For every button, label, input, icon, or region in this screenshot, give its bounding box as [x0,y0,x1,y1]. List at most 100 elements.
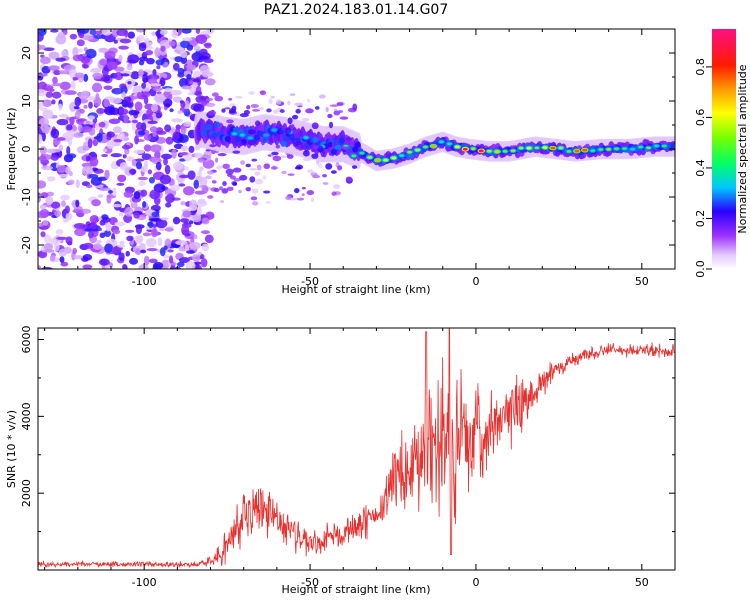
snr-xtick-label: 0 [472,576,479,589]
heatmap-speckle [150,227,158,238]
heatmap-speckle [138,181,146,186]
heatmap-speckle [163,98,173,108]
heatmap-speckle [289,93,296,96]
heatmap-speckle [59,81,71,90]
heatmap-speckle [180,50,188,59]
heatmap-marks [38,29,684,269]
heatmap-blob [328,141,333,148]
heatmap-blob [302,150,310,157]
heatmap-speckle [48,51,60,60]
heatmap-speckle [322,174,328,178]
heatmap-blob [312,144,320,150]
heatmap-blob-core [247,136,253,140]
heatmap-speckle [307,169,314,174]
heatmap-blob [275,144,281,149]
heatmap-ridge-mid [253,134,260,141]
heatmap-speckle [80,208,92,214]
heatmap-speckle [219,186,223,190]
heatmap-speckle [73,255,83,260]
heatmap-ridge-mid [283,135,290,142]
heatmap-speckle [250,196,258,201]
heatmap-speckle [58,248,68,257]
heatmap-speckle [193,45,201,52]
heatmap-speckle [149,189,161,200]
heatmap-speckle [135,161,143,170]
heatmap-speckle [112,126,123,134]
heatmap-speckle [38,180,47,189]
heatmap-speckle [65,212,73,221]
heatmap-speckle [199,64,210,75]
heatmap-blob [246,104,251,110]
heatmap-speckle [119,240,125,245]
heatmap-speckle [336,102,344,106]
heatmap-blob-core [470,147,476,151]
heatmap-speckle [172,62,180,71]
heatmap-speckle [99,220,106,226]
heatmap-speckle [69,33,78,40]
figure-title: PAZ1.2024.183.01.14.G07 [264,2,449,18]
heatmap-speckle [170,262,177,266]
heatmap-speckle [124,148,130,155]
heatmap-speckle [114,71,124,81]
heatmap-speckle [199,166,204,172]
snr-xtick-label: 50 [635,576,649,589]
heatmap-speckle [151,31,156,36]
heatmap-speckle [38,192,41,197]
heatmap-speckle [180,218,190,223]
heatmap-speckle [151,211,160,218]
heatmap-speckle [216,165,223,170]
heatmap-speckle [172,216,181,225]
heatmap-xtick-label: -100 [132,275,157,288]
heatmap-speckle [286,154,294,159]
heatmap-speckle [121,144,131,150]
heatmap-speckle [188,145,195,154]
heatmap-speckle [43,47,55,52]
heatmap-speckle [165,136,174,145]
heatmap-speckle [51,83,63,87]
heatmap-speckle [44,249,55,253]
heatmap-speckle [268,98,273,105]
heatmap-speckle [301,186,306,190]
heatmap-speckle [89,214,99,224]
heatmap-speckle [138,264,149,269]
heatmap-speckle [162,254,170,259]
colorbar-tick-label: 0.2 [694,210,707,228]
heatmap-blob-core [383,158,389,162]
heatmap-speckle [98,47,109,53]
heatmap-speckle [59,256,65,263]
heatmap-speckle [170,89,182,96]
heatmap-speckle [224,107,231,110]
heatmap-speckle [205,175,212,180]
heatmap-blob [305,108,314,114]
heatmap-speckle [82,64,89,69]
heatmap-blob-core [351,154,357,158]
heatmap-speckle [103,98,110,108]
heatmap-speckle [287,173,295,176]
heatmap-speckle [150,144,162,153]
heatmap-speckle [101,153,108,158]
heatmap-speckle [134,101,143,111]
heatmap-blob-core [518,146,524,150]
heatmap-speckle [127,81,132,85]
heatmap-speckle [160,45,166,52]
heatmap-speckle [74,110,81,119]
heatmap-speckle [67,179,75,185]
heatmap-ridge-outer [678,144,684,153]
heatmap-speckle [193,103,205,113]
heatmap-blob-core [542,146,548,149]
heatmap-speckle [41,165,53,171]
heatmap-speckle [72,77,78,81]
heatmap-speckle [126,156,134,162]
heatmap-speckle [138,43,147,52]
heatmap-blob-core [462,147,468,151]
heatmap-speckle [222,163,230,169]
heatmap-speckle [145,237,157,248]
heatmap-speckle [296,197,305,201]
heatmap-speckle [251,201,259,206]
heatmap-speckle [192,215,202,223]
heatmap-speckle [189,210,196,216]
heatmap-blob [308,133,317,138]
heatmap-speckle [164,164,171,175]
heatmap-speckle [255,178,263,185]
heatmap-blob [292,129,299,134]
